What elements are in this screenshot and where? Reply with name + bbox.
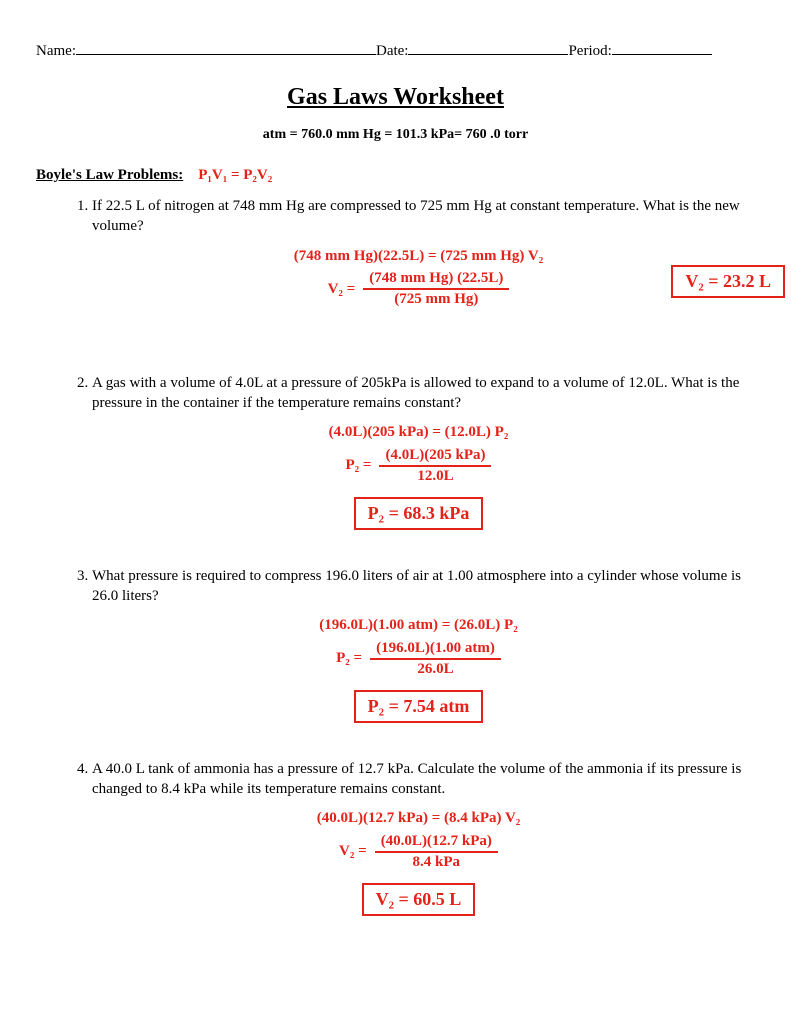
hand-boxed-answer: P₂ = 7.54 atm [354, 690, 484, 723]
question-text: If 22.5 L of nitrogen at 748 mm Hg are c… [92, 196, 745, 237]
hand-boxed-answer: V₂ = 60.5 L [362, 883, 476, 916]
problem-item: What pressure is required to compress 19… [92, 566, 755, 723]
hand-boxed-answer: P₂ = 68.3 kPa [354, 497, 484, 530]
problem-list: If 22.5 L of nitrogen at 748 mm Hg are c… [36, 196, 755, 916]
fraction-numerator: (196.0L)(1.00 atm) [370, 640, 501, 660]
hand-equation-line: (748 mm Hg)(22.5L) = (725 mm Hg) V₂ [294, 247, 543, 267]
problem-item: A gas with a volume of 4.0L at a pressur… [92, 373, 755, 530]
question-text: A 40.0 L tank of ammonia has a pressure … [92, 759, 745, 800]
boyles-formula-hand: P₁V₁ = P₂V₂ [198, 167, 272, 183]
hand-lhs: P₂ = [336, 650, 362, 667]
hand-fraction: (748 mm Hg) (22.5L)(725 mm Hg) [363, 270, 509, 308]
answer-side-position: V₂ = 23.2 L [671, 265, 785, 298]
hand-equation-line: (4.0L)(205 kPa) = (12.0L) P₂ [329, 423, 509, 443]
section-label: Boyle's Law Problems: [36, 167, 183, 183]
date-label: Date: [376, 43, 408, 60]
period-blank[interactable] [612, 40, 712, 55]
work-area: (748 mm Hg)(22.5L) = (725 mm Hg) V₂ V₂ = (… [92, 247, 745, 337]
question-text: What pressure is required to compress 19… [92, 566, 745, 607]
hand-fraction: (196.0L)(1.00 atm)26.0L [370, 640, 501, 678]
question-text: A gas with a volume of 4.0L at a pressur… [92, 373, 745, 414]
period-label: Period: [568, 43, 611, 60]
problem-item: If 22.5 L of nitrogen at 748 mm Hg are c… [92, 196, 755, 337]
date-blank[interactable] [408, 40, 568, 55]
work-area: (196.0L)(1.00 atm) = (26.0L) P₂ P₂ = (196.… [92, 616, 745, 723]
hand-boxed-answer: V₂ = 23.2 L [671, 265, 785, 298]
work-area: (4.0L)(205 kPa) = (12.0L) P₂ P₂ = (4.0L)(2… [92, 423, 745, 530]
hand-equation-line: (40.0L)(12.7 kPa) = (8.4 kPa) V₂ [317, 809, 521, 829]
name-blank[interactable] [76, 40, 376, 55]
hand-lhs: V₂ = [328, 281, 356, 298]
hand-fraction: (4.0L)(205 kPa)12.0L [379, 447, 491, 485]
hand-lhs: V₂ = [339, 843, 367, 860]
fraction-numerator: (40.0L)(12.7 kPa) [375, 833, 498, 853]
fraction-denominator: (725 mm Hg) [363, 290, 509, 308]
name-label: Name: [36, 43, 76, 60]
hand-fraction: (40.0L)(12.7 kPa)8.4 kPa [375, 833, 498, 871]
problem-item: A 40.0 L tank of ammonia has a pressure … [92, 759, 755, 916]
fraction-numerator: (4.0L)(205 kPa) [379, 447, 491, 467]
conversion-line: atm = 760.0 mm Hg = 101.3 kPa= 760 .0 to… [36, 127, 755, 143]
fraction-numerator: (748 mm Hg) (22.5L) [363, 270, 509, 290]
fraction-denominator: 8.4 kPa [375, 853, 498, 871]
header-row: Name: Date: Period: [36, 40, 755, 60]
hand-lhs: P₂ = [346, 457, 372, 474]
fraction-denominator: 12.0L [379, 467, 491, 485]
worksheet-title: Gas Laws Worksheet [36, 84, 755, 111]
section-heading-row: Boyle's Law Problems: P₁V₁ = P₂V₂ [36, 167, 755, 184]
hand-equation-line: (196.0L)(1.00 atm) = (26.0L) P₂ [319, 616, 517, 636]
work-area: (40.0L)(12.7 kPa) = (8.4 kPa) V₂ V₂ = (40.… [92, 809, 745, 916]
fraction-denominator: 26.0L [370, 660, 501, 678]
